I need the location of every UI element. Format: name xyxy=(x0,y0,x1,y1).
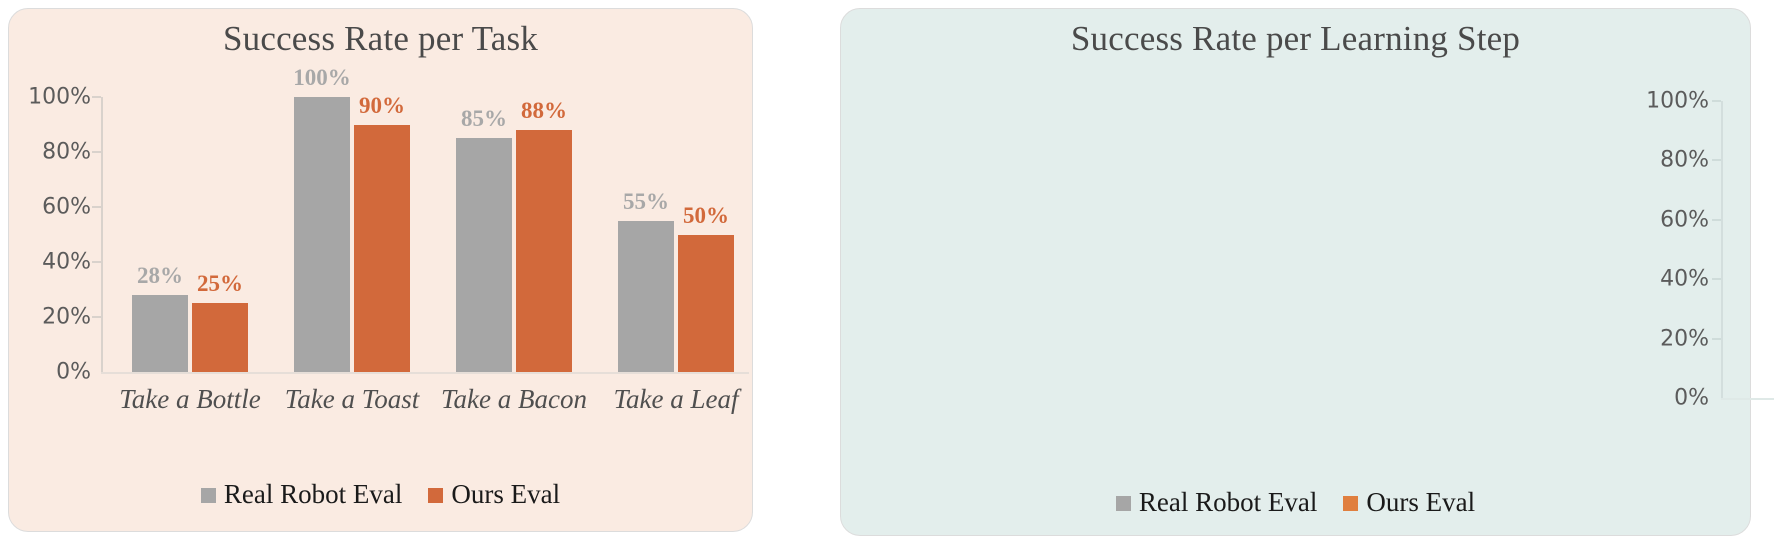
y-axis-tick-mark xyxy=(92,96,101,98)
y-axis-tick-mark xyxy=(92,316,101,318)
x-axis-category-label: Take a Leaf xyxy=(613,384,739,414)
bar-value-label: 88% xyxy=(521,98,567,123)
legend-item-ours-eval[interactable]: Ours Eval xyxy=(1343,487,1475,518)
y-tick-label: 60% xyxy=(1660,207,1709,233)
bar-group: 55% 50% xyxy=(618,97,734,372)
chart-card-learning-step: Success Rate per Learning Step 0% 20% 40% 6… xyxy=(840,8,1774,536)
bar-value-label: 50% xyxy=(683,202,729,228)
bar-ours-eval[interactable] xyxy=(678,234,734,372)
legend-learning-step: Real Robot Eval Ours Eval xyxy=(841,487,1750,518)
y-axis-labels-task: 0% 20% 40% 60% 80% 100% xyxy=(13,85,91,385)
legend-swatch-icon-gray xyxy=(1115,496,1131,511)
y-tick-label: 0% xyxy=(56,359,91,385)
y-axis-tick-mark xyxy=(1712,337,1721,340)
y-tick-label: 40% xyxy=(42,249,91,275)
y-tick-label: 100% xyxy=(28,84,91,110)
bar-real-robot-eval[interactable] xyxy=(294,97,350,372)
chart-title-task: Success Rate per Task xyxy=(222,19,539,58)
plot-area-task: 0% 20% 40% 60% 80% 100% 28% 25% 100% 90% 85% 88% 55… xyxy=(28,65,749,385)
y-axis-tick-mark xyxy=(1712,218,1721,221)
legend-item-ours-eval[interactable]: Ours Eval xyxy=(428,479,560,510)
legend-label: Real Robot Eval xyxy=(1138,487,1318,517)
y-axis-labels-learning-step: 0% 20% 40% 60% 80% 100% xyxy=(1631,89,1709,411)
chart-title-learning-step: Success Rate per Learning Step xyxy=(1070,19,1521,58)
y-tick-label: 100% xyxy=(1646,88,1709,114)
y-axis-tick-mark xyxy=(1712,159,1721,162)
x-axis-category-label: Take a Bottle xyxy=(119,384,261,414)
legend-swatch-icon-gray xyxy=(200,488,216,503)
legend-swatch-icon-orange xyxy=(428,488,444,503)
x-axis-category-label: Take a Toast xyxy=(284,384,420,414)
bar-ours-eval[interactable] xyxy=(516,130,572,372)
bar-real-robot-eval[interactable] xyxy=(132,295,188,372)
legend-item-real-robot-eval[interactable]: Real Robot Eval xyxy=(200,479,403,510)
bar-group: 28% 25% xyxy=(132,97,248,372)
chart-card-task: Success Rate per Task 0% 20% 40% 60% 80% 100%… xyxy=(8,8,753,532)
y-axis-line xyxy=(1721,101,1723,398)
bar-ours-eval[interactable] xyxy=(354,124,410,372)
y-axis-tick-mark xyxy=(92,206,101,208)
y-tick-label: 40% xyxy=(1660,266,1709,292)
legend-label: Real Robot Eval xyxy=(223,479,403,509)
legend-item-real-robot-eval[interactable]: Real Robot Eval xyxy=(1115,487,1318,518)
y-tick-label: 80% xyxy=(42,139,91,165)
bar-real-robot-eval[interactable] xyxy=(618,220,674,372)
y-tick-label: 80% xyxy=(1660,147,1709,173)
bar-value-label: 85% xyxy=(461,106,507,132)
legend-label: Ours Eval xyxy=(1366,487,1476,517)
bar-ours-eval[interactable] xyxy=(192,303,248,372)
y-tick-label: 0% xyxy=(1674,385,1709,411)
bar-group: 85% 88% xyxy=(456,97,572,372)
y-tick-label: 20% xyxy=(42,304,91,330)
y-tick-label: 60% xyxy=(42,194,91,220)
bar-real-robot-eval[interactable] xyxy=(456,138,512,372)
bar-value-label: 25% xyxy=(197,271,243,297)
y-axis-line xyxy=(101,97,103,372)
legend-label: Ours Eval xyxy=(451,479,561,509)
bar-value-label: 28% xyxy=(137,263,183,288)
plot-area-learning-step: 0%20%40%60%80%100% 40%40%61%63%79%76% xyxy=(1646,89,1774,411)
y-axis-tick-mark xyxy=(1712,278,1721,281)
y-tick-label: 20% xyxy=(1660,326,1709,352)
y-axis-tick-mark xyxy=(1712,100,1721,102)
bar-value-label: 55% xyxy=(623,188,669,214)
bar-group: 100% 90% xyxy=(293,65,410,372)
bar-value-label: 100% xyxy=(293,65,351,90)
bar-value-label: 90% xyxy=(359,92,405,118)
x-axis-category-label: Take a Bacon xyxy=(441,384,587,414)
legend-task: Real Robot Eval Ours Eval xyxy=(9,479,752,510)
y-axis-tick-mark xyxy=(92,151,101,153)
legend-swatch-icon-orange xyxy=(1343,496,1359,511)
y-axis-tick-mark xyxy=(92,261,101,263)
x-axis-baseline xyxy=(101,372,749,374)
x-axis-baseline xyxy=(1721,398,1774,400)
